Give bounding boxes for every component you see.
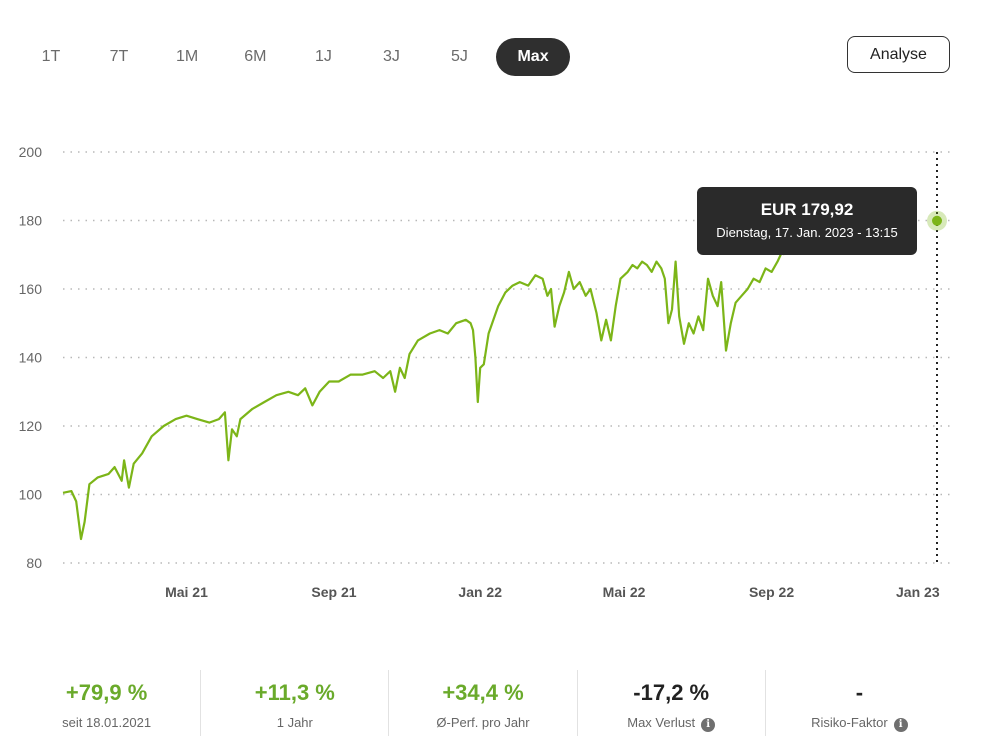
stat-value: - (855, 680, 864, 705)
performance-stats: +79,9 % seit 18.01.2021 +11,3 % 1 Jahr +34,4… (13, 670, 953, 736)
range-tab-3j[interactable]: 3J (383, 48, 400, 65)
price-tooltip: EUR 179,92 Dienstag, 17. Jan. 2023 - 13:… (697, 187, 917, 255)
stat-label: seit 18.01.2021 (62, 715, 152, 730)
y-tick-label: 100 (19, 487, 43, 503)
range-tab-max[interactable]: Max (496, 38, 570, 76)
stat-item: -17,2 % Max Verlust i (578, 670, 766, 736)
chart-grid (63, 151, 950, 564)
x-tick-label: Sep 22 (749, 584, 794, 600)
stat-item: +11,3 % 1 Jahr (201, 670, 390, 736)
x-tick-label: Mai 22 (603, 584, 646, 600)
y-tick-label: 160 (19, 281, 43, 297)
info-icon[interactable]: i (701, 718, 716, 732)
x-tick-label: Jan 22 (458, 584, 502, 600)
time-range-selector: 1T 7T 1M 6M 1J 3J 5J Max (20, 38, 576, 76)
y-tick-label: 140 (19, 350, 43, 366)
x-tick-label: Mai 21 (165, 584, 208, 600)
y-tick-label: 120 (19, 418, 43, 434)
tooltip-price: EUR 179,92 (760, 200, 854, 219)
range-tab-6m[interactable]: 6M (244, 48, 267, 65)
range-tab-7t[interactable]: 7T (109, 48, 129, 65)
range-tab-5j[interactable]: 5J (451, 48, 468, 65)
stat-value: +79,9 % (65, 680, 148, 705)
info-icon[interactable]: i (893, 718, 908, 732)
stat-label: Risiko-Faktor (811, 715, 888, 730)
tooltip-date: Dienstag, 17. Jan. 2023 - 13:15 (716, 225, 898, 240)
range-tab-1j[interactable]: 1J (315, 48, 332, 65)
y-tick-label: 180 (19, 213, 43, 229)
range-tab-1t[interactable]: 1T (41, 48, 61, 65)
price-line (62, 250, 786, 541)
stat-label: 1 Jahr (276, 715, 313, 730)
y-tick-label: 80 (26, 555, 42, 571)
range-tab-1m[interactable]: 1M (176, 48, 199, 65)
y-axis-labels: 80 100 120 140 160 180 200 (19, 144, 43, 571)
x-axis-labels: Mai 21 Sep 21 Jan 22 Mai 22 Sep 22 Jan 23 (165, 584, 940, 600)
stat-item: +79,9 % seit 18.01.2021 (13, 670, 202, 736)
stat-label: Ø-Perf. pro Jahr (436, 715, 530, 730)
x-tick-label: Jan 23 (896, 584, 940, 600)
stat-item: - Risiko-Faktor i (766, 670, 953, 736)
analyse-button[interactable]: Analyse (847, 36, 950, 73)
stat-value: +34,4 % (442, 680, 524, 705)
stat-item: +34,4 % Ø-Perf. pro Jahr (389, 670, 578, 736)
y-tick-label: 200 (19, 144, 43, 160)
x-tick-label: Sep 21 (311, 584, 356, 600)
stat-value: -17,2 % (633, 680, 710, 705)
stat-value: +11,3 % (254, 680, 335, 705)
stat-label: Max Verlust (627, 715, 696, 730)
marker-dot[interactable] (932, 215, 942, 226)
